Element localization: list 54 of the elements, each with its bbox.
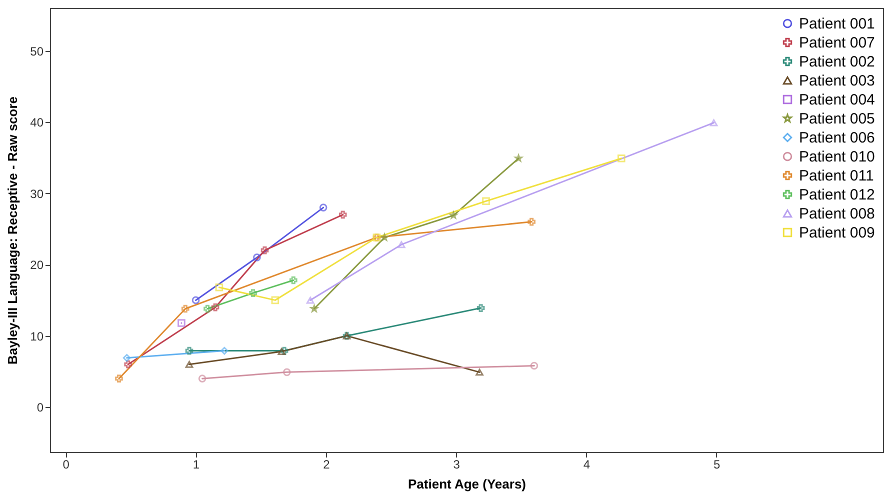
legend-label: Patient 007	[799, 34, 875, 52]
x-tick-label: 3	[453, 458, 460, 472]
point	[289, 276, 298, 284]
legend-label: Patient 008	[799, 206, 875, 222]
x-tick-label: 4	[583, 458, 590, 472]
point	[124, 360, 132, 368]
x-tick-label: 5	[714, 458, 721, 472]
legend-label: Patient 003	[799, 72, 875, 90]
y-tick-label: 30	[30, 186, 44, 201]
point	[220, 346, 228, 355]
point	[122, 354, 131, 362]
legend-label: Patient 006	[799, 130, 875, 146]
legend-label: Patient 005	[799, 110, 875, 128]
point	[115, 374, 123, 383]
point	[253, 254, 261, 262]
legend-label: Patient 010	[799, 148, 875, 166]
point	[249, 289, 257, 297]
point	[338, 210, 347, 219]
point	[398, 241, 406, 248]
legend-label: Patient 011	[799, 168, 874, 184]
point	[185, 346, 194, 355]
legend-label: Patient 012	[799, 186, 875, 204]
y-tick-label: 0	[36, 400, 44, 415]
point	[204, 304, 212, 313]
y-tick-label: 10	[30, 329, 44, 344]
point	[185, 360, 194, 368]
y-tick-label: 50	[30, 44, 44, 58]
legend-label: Patient 004	[799, 92, 875, 108]
y-tick-label: 20	[30, 258, 44, 272]
y-tick-label: 40	[30, 116, 44, 130]
x-axis-title: Patient Age (Years)	[408, 476, 526, 492]
legend-label: Patient 009	[799, 224, 875, 242]
legend-label: Patient 002	[799, 54, 875, 70]
point	[211, 303, 220, 312]
point	[282, 368, 291, 376]
x-tick-label: 0	[62, 458, 70, 472]
legend-label: Patient 001	[799, 16, 875, 32]
point	[178, 319, 186, 327]
point	[215, 283, 224, 292]
point	[482, 197, 490, 206]
y-axis-title: Bayley-III Language: Receptive - Raw score	[5, 96, 20, 365]
point	[476, 304, 485, 312]
point	[476, 368, 484, 376]
point	[617, 154, 626, 162]
point	[260, 246, 269, 254]
point	[306, 296, 314, 304]
point	[280, 346, 288, 355]
point	[528, 218, 536, 226]
x-tick-label: 2	[323, 458, 330, 472]
point	[710, 119, 718, 126]
point	[278, 348, 286, 355]
x-tick-label: 1	[192, 458, 200, 472]
point	[181, 304, 190, 313]
point	[271, 296, 280, 304]
